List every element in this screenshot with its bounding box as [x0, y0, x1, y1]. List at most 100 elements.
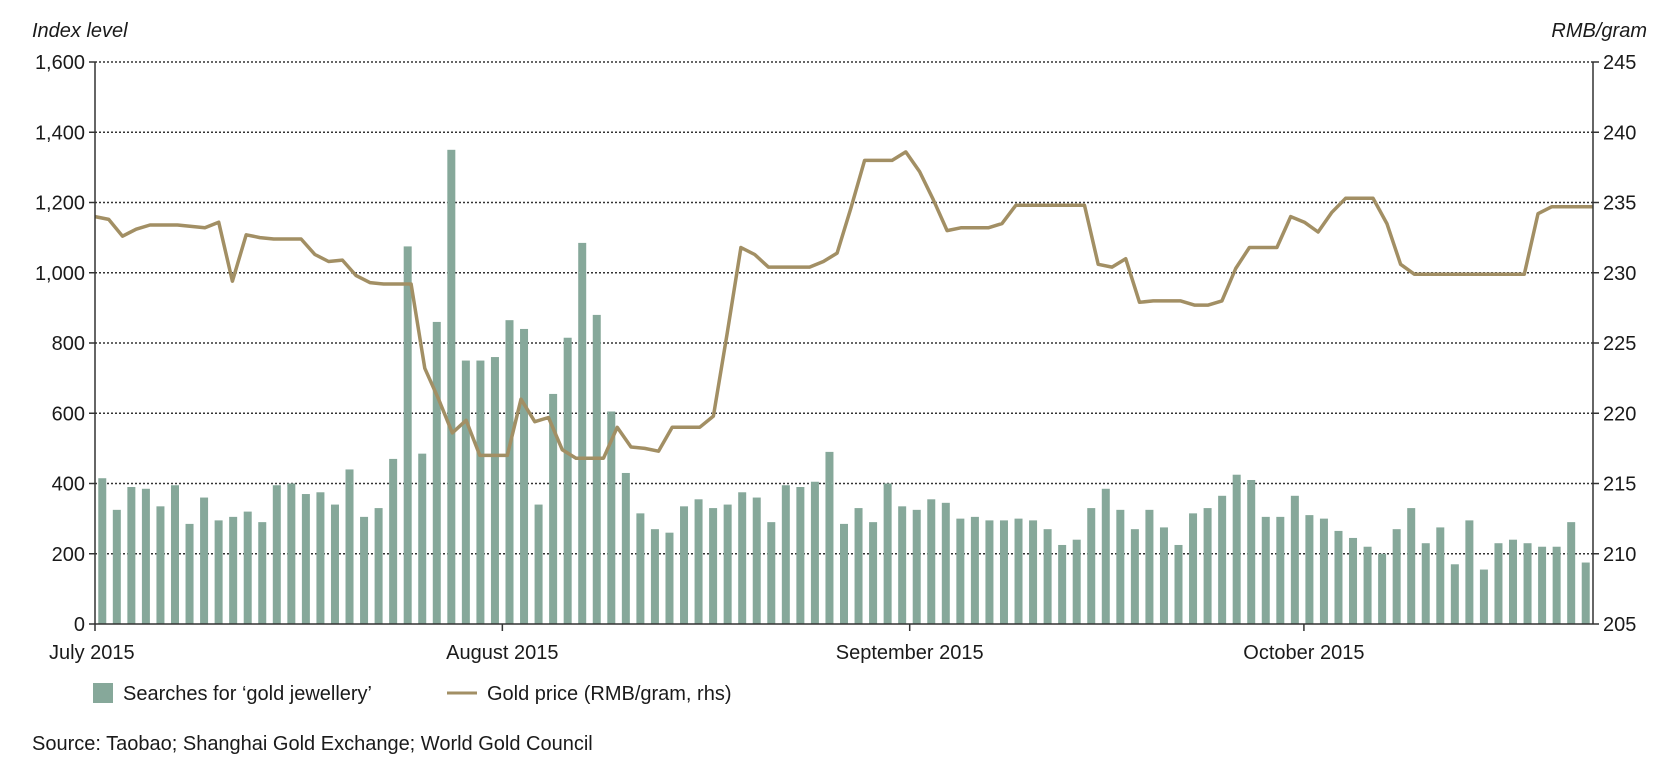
- bar: [1509, 539, 1518, 624]
- bar: [301, 494, 310, 624]
- bar: [1421, 543, 1430, 624]
- bar: [709, 508, 718, 624]
- bar: [956, 518, 965, 624]
- x-tick-label: September 2015: [836, 642, 984, 664]
- left-axis-ticks: 0 200 400 600 800 1,000 1,200 1,400 1,600: [35, 52, 95, 636]
- bar: [127, 487, 136, 624]
- bar: [1145, 509, 1154, 624]
- bar: [1203, 508, 1212, 624]
- bar: [330, 504, 339, 624]
- bar: [927, 499, 936, 624]
- bar: [999, 520, 1008, 624]
- left-tick-label: 1,000: [35, 263, 85, 285]
- bar: [1378, 553, 1387, 624]
- bar: [1407, 508, 1416, 624]
- bar: [665, 532, 674, 624]
- right-tick-label: 235: [1603, 193, 1636, 215]
- bar: [1043, 529, 1052, 624]
- bar: [243, 511, 252, 624]
- legend-swatch-searches: [93, 683, 113, 703]
- bar: [810, 481, 819, 624]
- bar: [316, 492, 325, 624]
- bar: [1014, 518, 1023, 624]
- bar: [825, 451, 834, 624]
- search-index-bars: [98, 149, 1590, 625]
- left-tick-label: 0: [74, 614, 85, 636]
- bar: [738, 492, 747, 624]
- bar: [796, 487, 805, 624]
- bar: [200, 497, 209, 624]
- bar: [1523, 543, 1532, 624]
- bar: [1174, 544, 1183, 624]
- bar: [840, 523, 848, 624]
- right-axis-ticks: 205 210 215 220 225 230 235 240 245: [1593, 52, 1636, 636]
- bar: [912, 509, 921, 624]
- right-tick-label: 220: [1603, 403, 1636, 425]
- bar: [505, 320, 514, 624]
- x-tick-label: July 2015: [49, 642, 135, 664]
- bar: [1479, 569, 1488, 624]
- bar: [694, 499, 703, 624]
- bar: [418, 453, 427, 624]
- bar: [549, 393, 558, 624]
- bar: [520, 328, 529, 624]
- bar: [403, 246, 412, 624]
- bar: [432, 321, 441, 624]
- right-tick-label: 205: [1603, 614, 1636, 636]
- bar: [1567, 522, 1576, 624]
- axes: [94, 62, 1594, 625]
- bar: [1116, 509, 1125, 624]
- bar: [1450, 564, 1459, 624]
- bar: [1363, 546, 1372, 624]
- bar: [185, 523, 194, 624]
- bar: [258, 522, 267, 624]
- left-axis-title: Index level: [32, 20, 128, 42]
- bar: [578, 242, 587, 625]
- bar: [898, 506, 907, 624]
- bar: [1189, 513, 1198, 624]
- right-tick-label: 210: [1603, 544, 1636, 566]
- x-axis-ticks: July 2015 August 2015 September 2015 Octobe…: [49, 624, 1365, 664]
- bar: [1334, 530, 1343, 624]
- gold-price-line: [94, 150, 1593, 460]
- bar: [1581, 562, 1590, 624]
- right-axis-title: RMB/gram: [1551, 20, 1647, 42]
- bar: [1261, 516, 1270, 624]
- right-tick-label: 230: [1603, 263, 1636, 285]
- left-tick-label: 1,600: [35, 52, 85, 74]
- bar: [752, 497, 761, 624]
- bar: [389, 458, 398, 624]
- bar: [1305, 515, 1314, 624]
- bar: [1058, 544, 1067, 624]
- bar: [1218, 495, 1227, 624]
- bar: [1276, 516, 1285, 624]
- legend-label-gold-price: Gold price (RMB/gram, rhs): [487, 683, 732, 705]
- bar: [461, 360, 470, 624]
- gold-price-line-layer: [94, 150, 1593, 460]
- bar: [1072, 539, 1081, 624]
- bar: [1130, 529, 1139, 624]
- bar: [1349, 537, 1358, 624]
- x-tick-label: August 2015: [446, 642, 558, 664]
- bar: [156, 506, 165, 624]
- bar: [621, 472, 630, 624]
- right-tick-label: 240: [1603, 122, 1636, 144]
- bar: [214, 520, 223, 624]
- bar: [869, 522, 878, 624]
- bar: [941, 502, 950, 624]
- bar: [1436, 527, 1445, 624]
- bar: [287, 483, 296, 624]
- bar: [272, 485, 281, 624]
- bar: [1029, 520, 1038, 624]
- bar: [1232, 474, 1241, 624]
- left-tick-label: 1,200: [35, 193, 85, 215]
- bar: [563, 337, 572, 624]
- left-tick-label: 200: [52, 544, 85, 566]
- bar: [112, 509, 121, 624]
- x-tick-label: October 2015: [1243, 642, 1364, 664]
- legend: Searches for ‘gold jewellery’ Gold price…: [93, 683, 732, 705]
- bar: [1319, 518, 1328, 624]
- bar: [345, 469, 354, 624]
- bar: [592, 314, 601, 624]
